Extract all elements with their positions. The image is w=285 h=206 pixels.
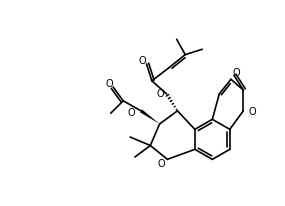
Text: O: O <box>157 158 165 168</box>
Text: O: O <box>128 107 136 117</box>
Polygon shape <box>140 110 160 124</box>
Text: O: O <box>105 79 113 89</box>
Text: O: O <box>249 106 256 116</box>
Text: O: O <box>156 89 164 99</box>
Text: O: O <box>233 67 240 77</box>
Text: O: O <box>139 56 146 66</box>
